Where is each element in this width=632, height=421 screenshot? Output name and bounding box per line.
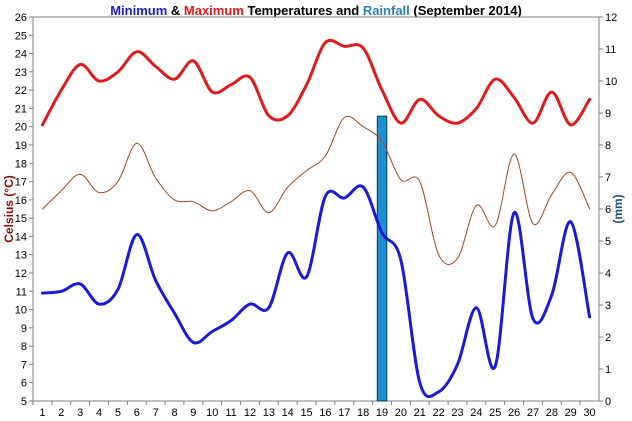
left-tick-label: 26: [15, 12, 27, 24]
x-tick-label: 19: [376, 407, 388, 419]
x-tick-label: 8: [171, 407, 177, 419]
right-tick-label: 0: [605, 396, 611, 408]
x-tick-label: 4: [96, 407, 102, 419]
left-tick-label: 13: [15, 250, 27, 262]
temperature-lines: [40, 38, 592, 399]
x-tick-label: 14: [282, 407, 294, 419]
x-tick-label: 21: [414, 407, 426, 419]
right-tick-label: 12: [605, 12, 617, 24]
chart-title: Minimum & Maximum Temperatures and Rainf…: [110, 3, 522, 18]
x-tick-label: 18: [357, 407, 369, 419]
left-tick-label: 6: [21, 378, 27, 390]
left-tick-label: 18: [15, 158, 27, 170]
x-tick-label: 24: [470, 407, 482, 419]
title-part-6: (September 2014): [410, 3, 522, 18]
right-tick-label: 7: [605, 172, 611, 184]
x-tick-label: 5: [115, 407, 121, 419]
right-tick-label: 8: [605, 140, 611, 152]
title-part-2: &: [167, 3, 184, 18]
x-tick-label: 27: [527, 407, 539, 419]
y-axis-left-label: Celsius (°C): [2, 175, 16, 242]
title-part-4: Temperatures and: [244, 3, 363, 18]
mean-temp-line: [41, 115, 591, 265]
x-tick-label: 15: [300, 407, 312, 419]
left-tick-label: 24: [15, 49, 27, 61]
left-tick-label: 15: [15, 213, 27, 225]
x-tick-label: 1: [39, 407, 45, 419]
left-tick-label: 5: [21, 396, 27, 408]
x-tick-label: 23: [451, 407, 463, 419]
left-tick-label: 16: [15, 195, 27, 207]
rainfall-bars: [376, 115, 388, 402]
x-tick-label: 28: [546, 407, 558, 419]
x-tick-label: 26: [508, 407, 520, 419]
left-tick-label: 14: [15, 231, 27, 243]
min-temp-line: [40, 184, 592, 399]
title-part-1: Minimum: [110, 3, 167, 18]
right-tick-label: 1: [605, 364, 611, 376]
left-tick-label: 25: [15, 30, 27, 42]
max-temp-line: [40, 38, 592, 127]
x-tick-label: 20: [395, 407, 407, 419]
axis-ticks: 5678910111213141516171819202122232425260…: [15, 12, 618, 419]
x-tick-label: 22: [433, 407, 445, 419]
right-tick-label: 3: [605, 300, 611, 312]
x-tick-label: 6: [134, 407, 140, 419]
x-tick-label: 12: [244, 407, 256, 419]
right-tick-label: 11: [605, 44, 616, 56]
left-tick-label: 10: [15, 305, 27, 317]
right-tick-label: 10: [605, 76, 617, 88]
x-tick-label: 10: [206, 407, 218, 419]
left-tick-label: 11: [16, 286, 27, 298]
x-tick-label: 30: [583, 407, 595, 419]
right-tick-label: 5: [605, 236, 611, 248]
title-part-5: Rainfall: [363, 3, 410, 18]
left-tick-label: 22: [15, 85, 27, 97]
x-tick-label: 17: [338, 407, 350, 419]
left-tick-label: 12: [15, 268, 27, 280]
title-part-3: Maximum: [184, 3, 244, 18]
y-axis-right-label: (mm): [611, 194, 625, 223]
x-tick-label: 11: [225, 407, 236, 419]
x-tick-label: 16: [319, 407, 331, 419]
x-tick-label: 25: [489, 407, 501, 419]
x-tick-label: 13: [263, 407, 275, 419]
x-tick-label: 2: [58, 407, 64, 419]
right-tick-label: 9: [605, 108, 611, 120]
x-tick-label: 9: [190, 407, 196, 419]
right-tick-label: 2: [605, 332, 611, 344]
rainfall-bar: [376, 115, 388, 402]
right-tick-label: 4: [605, 268, 611, 280]
left-tick-label: 21: [15, 103, 27, 115]
left-tick-label: 20: [15, 122, 27, 134]
left-tick-label: 23: [15, 67, 27, 79]
left-tick-label: 19: [15, 140, 27, 152]
x-tick-label: 7: [153, 407, 159, 419]
x-tick-label: 3: [77, 407, 83, 419]
left-tick-label: 7: [21, 359, 27, 371]
x-tick-label: 29: [565, 407, 577, 419]
left-tick-label: 8: [21, 341, 27, 353]
plot-area: [32, 16, 600, 402]
right-tick-label: 6: [605, 204, 611, 216]
left-tick-label: 17: [15, 177, 27, 189]
left-tick-label: 9: [21, 323, 27, 335]
